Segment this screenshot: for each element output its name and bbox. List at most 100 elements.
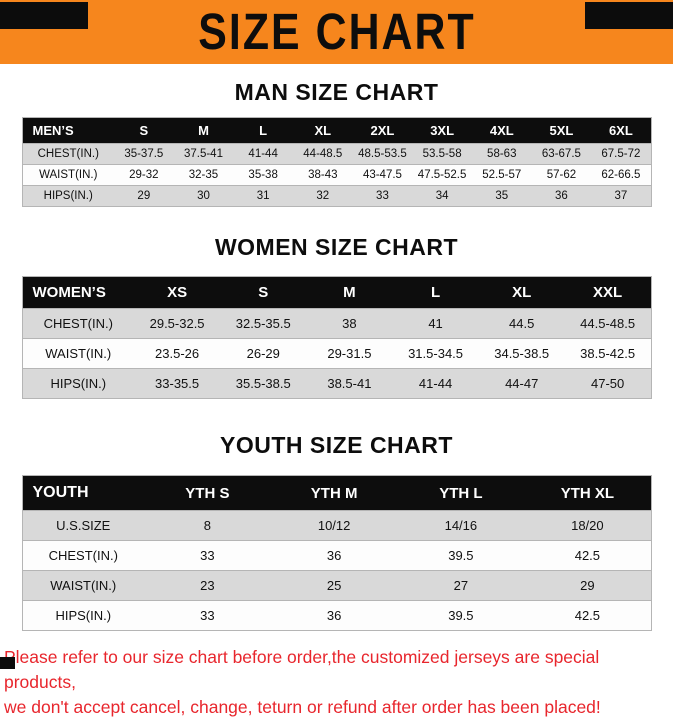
size-value-cell: 36 (270, 600, 398, 631)
size-value-cell: 34 (412, 185, 472, 207)
size-value-cell: 31.5-34.5 (392, 338, 479, 369)
size-value-cell: 36 (531, 185, 592, 207)
table-row: WAIST(IN.) 23.5-26 26-29 29-31.5 31.5-34.5 34… (22, 338, 651, 369)
size-column-header: M (198, 123, 209, 138)
women-size-table: WOMEN’S XS S M L XL XXL CHEST(IN.) 29.5-32.5 32.5… (21, 276, 652, 399)
size-value-cell: 41-44 (392, 368, 479, 399)
size-value-cell: 44-47 (478, 368, 565, 399)
notice-line-1: Please refer to our size chart before or… (4, 647, 600, 692)
size-value-cell: 42.5 (524, 540, 651, 571)
size-value-cell: 42.5 (524, 600, 651, 631)
size-value-cell: 43-47.5 (352, 164, 413, 186)
size-column-header: S (139, 123, 149, 138)
row-label: CHEST(IN.) (22, 143, 114, 165)
youth-section-heading: YOUTH SIZE CHART (220, 432, 453, 458)
section-youth-size-chart: YOUTH SIZE CHART YOUTH YTH S YTH M YTH L YTH… (0, 432, 673, 631)
banner: SIZE CHART (0, 0, 673, 64)
size-value-cell: 33 (144, 600, 271, 631)
size-value-cell: 23.5-26 (134, 338, 221, 369)
corner-bar-bottom-left (0, 657, 15, 669)
size-value-cell: 25 (270, 570, 398, 601)
table-header-row: WOMEN’S XS S M L XL XXL (22, 276, 651, 309)
size-value-cell: 31 (233, 185, 293, 207)
size-column-header: 4XL (489, 123, 514, 138)
size-value-cell: 32.5-35.5 (220, 308, 307, 339)
size-column-header: L (430, 284, 441, 301)
size-value-cell: 8 (144, 510, 271, 541)
table-row: U.S.SIZE 8 10/12 14/16 18/20 (22, 510, 651, 541)
size-value-cell: 47.5-52.5 (412, 164, 472, 186)
size-column-header: XL (512, 284, 532, 301)
size-value-cell: 26-29 (220, 338, 307, 369)
size-value-cell: 35 (471, 185, 532, 207)
section-women-size-chart: WOMEN SIZE CHART WOMEN’S XS S M L XL XXL CHEST(… (0, 234, 673, 399)
size-value-cell: 29.5-32.5 (134, 308, 221, 339)
size-value-cell: 57-62 (531, 164, 592, 186)
size-value-cell: 29-32 (114, 164, 174, 186)
size-value-cell: 67.5-72 (591, 143, 651, 165)
youth-size-table: YOUTH YTH S YTH M YTH L YTH XL U.S.SIZE 8 10/12… (21, 475, 652, 631)
size-column-header: XL (314, 123, 332, 138)
size-column-header: YTH L (439, 484, 483, 502)
size-column-header: YTH XL (560, 484, 615, 502)
size-value-cell: 32-35 (173, 164, 234, 186)
size-value-cell: 41-44 (233, 143, 293, 165)
notice-line-2: we don't accept cancel, change, teturn o… (4, 696, 601, 717)
men-section-heading: MAN SIZE CHART (234, 79, 439, 105)
size-value-cell: 30 (173, 185, 234, 207)
size-value-cell: 33 (144, 540, 271, 571)
row-label: WAIST(IN.) (22, 570, 144, 601)
corner-bar-top-left (0, 2, 88, 29)
size-column-header: XXL (593, 284, 623, 301)
size-value-cell: 48.5-53.5 (352, 143, 413, 165)
size-column-header: M (343, 284, 356, 301)
size-value-cell: 18/20 (524, 510, 651, 541)
size-column-header: 5XL (549, 123, 574, 138)
row-label: HIPS(IN.) (22, 600, 144, 631)
size-value-cell: 34.5-38.5 (478, 338, 565, 369)
size-value-cell: 41 (392, 308, 479, 339)
size-value-cell: 29 (524, 570, 651, 601)
size-column-header: 6XL (608, 123, 633, 138)
table-row: CHEST(IN.) 29.5-32.5 32.5-35.5 38 41 44.5 44.5… (22, 308, 651, 339)
size-column-header: L (259, 123, 268, 138)
size-value-cell: 23 (144, 570, 271, 601)
row-label: U.S.SIZE (22, 510, 144, 541)
size-value-cell: 29 (114, 185, 174, 207)
size-value-cell: 47-50 (564, 368, 651, 399)
women-section-heading: WOMEN SIZE CHART (214, 234, 459, 260)
table-row: WAIST(IN.) 23 25 27 29 (22, 570, 651, 601)
size-value-cell: 39.5 (397, 600, 525, 631)
table-row: HIPS(IN.) 33-35.5 35.5-38.5 38.5-41 41-44 44-… (22, 368, 651, 399)
row-label: WAIST(IN.) (22, 164, 114, 186)
size-value-cell: 37.5-41 (173, 143, 234, 165)
size-value-cell: 38.5-42.5 (564, 338, 651, 369)
section-men-size-chart: MAN SIZE CHART MEN’S S M L XL 2XL 3XL 4XL 5XL 6XL… (0, 79, 673, 207)
table-row: CHEST(IN.) 33 36 39.5 42.5 (22, 540, 651, 571)
size-value-cell: 38-43 (292, 164, 353, 186)
size-value-cell: 35-37.5 (114, 143, 174, 165)
men-size-table: MEN’S S M L XL 2XL 3XL 4XL 5XL 6XL CHEST(IN.) 35-37… (21, 117, 652, 207)
size-column-header: 2XL (370, 123, 395, 138)
row-label: HIPS(IN.) (22, 185, 114, 207)
size-value-cell: 44-48.5 (292, 143, 353, 165)
row-label: WAIST(IN.) (22, 338, 134, 369)
size-value-cell: 29-31.5 (306, 338, 393, 369)
table-row: HIPS(IN.) 33 36 39.5 42.5 (22, 600, 651, 631)
size-column-header: S (258, 284, 269, 301)
size-value-cell: 10/12 (270, 510, 398, 541)
size-column-header: YTH S (185, 484, 230, 502)
table-header-row: MEN’S S M L XL 2XL 3XL 4XL 5XL 6XL (22, 117, 651, 144)
corner-bar-top-right (585, 2, 673, 29)
table-corner-label: WOMEN’S (32, 284, 106, 301)
size-value-cell: 44.5 (478, 308, 565, 339)
size-value-cell: 35.5-38.5 (220, 368, 307, 399)
size-value-cell: 52.5-57 (471, 164, 532, 186)
footer-notice: Please refer to our size chart before or… (4, 645, 673, 720)
row-label: HIPS(IN.) (22, 368, 134, 399)
size-column-header: XS (167, 284, 188, 301)
size-value-cell: 35-38 (233, 164, 293, 186)
row-label: CHEST(IN.) (22, 540, 144, 571)
size-value-cell: 39.5 (397, 540, 525, 571)
